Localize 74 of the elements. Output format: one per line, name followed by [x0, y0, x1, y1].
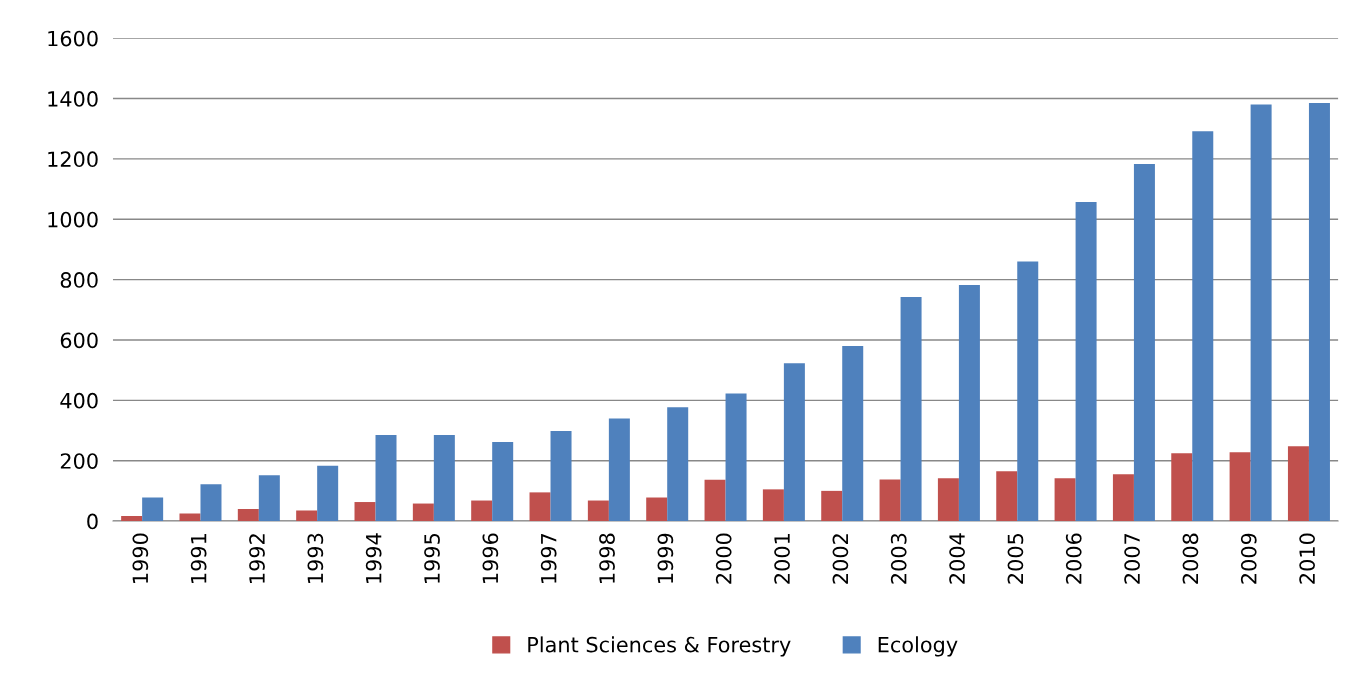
- bar: [996, 471, 1018, 522]
- y-tick-label: 1200: [48, 151, 98, 168]
- bar: [1192, 131, 1214, 522]
- bar: [1112, 474, 1134, 522]
- x-tick-label: 2009: [1240, 533, 1257, 584]
- bar: [608, 418, 630, 522]
- x-tick-label: 1993: [307, 533, 324, 583]
- bar: [821, 490, 843, 522]
- x-tick-label: 1997: [540, 533, 557, 583]
- bar: [1287, 446, 1309, 522]
- y-tick-label: 1000: [48, 211, 98, 228]
- bar: [1054, 478, 1076, 522]
- x-tick-label: 1996: [482, 533, 499, 583]
- bar: [725, 393, 747, 522]
- bar: [529, 492, 551, 522]
- bar: [258, 475, 280, 522]
- legend-label: Plant Sciences & Forestry: [528, 636, 791, 657]
- bar: [783, 363, 805, 522]
- bar: [704, 479, 726, 522]
- y-tick-label: 200: [60, 453, 98, 469]
- x-tick-label: 2002: [832, 534, 849, 584]
- bar: [121, 515, 143, 522]
- y-tick-label: 1400: [48, 91, 98, 107]
- bar: [587, 500, 609, 522]
- legend-label: Ecology: [878, 636, 958, 657]
- x-tick-label: 2004: [949, 533, 965, 584]
- x-tick-label: 1998: [599, 533, 615, 583]
- bar: [375, 435, 397, 522]
- bar: [471, 500, 493, 522]
- x-tick-label: 2000: [715, 533, 732, 584]
- bar: [1229, 452, 1251, 522]
- y-tick-label: 0: [87, 513, 98, 530]
- y-tick-label: 600: [60, 332, 98, 349]
- bar: [1250, 104, 1272, 522]
- bar: [433, 435, 455, 522]
- x-tick-label: 1992: [249, 534, 265, 583]
- bar: [142, 497, 164, 522]
- x-tick-label: 2007: [1124, 533, 1140, 584]
- bar: [1133, 164, 1155, 522]
- bar: [762, 489, 784, 522]
- y-tick-label: 1600: [48, 30, 98, 47]
- x-tick-label: 1994: [365, 533, 382, 583]
- bar: [879, 479, 901, 522]
- bar: [296, 510, 318, 522]
- bar: [1171, 453, 1193, 522]
- x-tick-label: 1991: [190, 534, 207, 583]
- bar: [317, 465, 339, 522]
- bar: [1308, 103, 1330, 522]
- x-tick-label: 2008: [1182, 533, 1199, 584]
- bar: [1075, 202, 1097, 522]
- bar: [200, 484, 222, 522]
- bar: [1017, 261, 1039, 522]
- bar: [412, 503, 434, 522]
- bar: [667, 407, 689, 522]
- y-tick-label: 400: [60, 392, 98, 409]
- bar: [842, 346, 864, 522]
- bar: [900, 297, 922, 522]
- x-tick-label: 2005: [1007, 533, 1024, 584]
- bar: [550, 431, 572, 522]
- bar: [179, 513, 201, 522]
- bar: [237, 508, 259, 522]
- bar: [646, 497, 668, 522]
- bar: [958, 285, 980, 522]
- y-tick-label: 800: [60, 272, 98, 288]
- bar: [492, 441, 514, 522]
- x-tick-label: 1990: [132, 533, 149, 583]
- x-tick-label: 1999: [657, 533, 674, 583]
- x-tick-label: 2006: [1065, 533, 1082, 584]
- bar: [354, 502, 376, 522]
- x-tick-label: 1995: [424, 533, 440, 583]
- x-tick-label: 2003: [890, 533, 907, 584]
- x-tick-label: 2010: [1299, 533, 1315, 584]
- x-tick-label: 2001: [774, 534, 790, 584]
- bar: [937, 478, 959, 522]
